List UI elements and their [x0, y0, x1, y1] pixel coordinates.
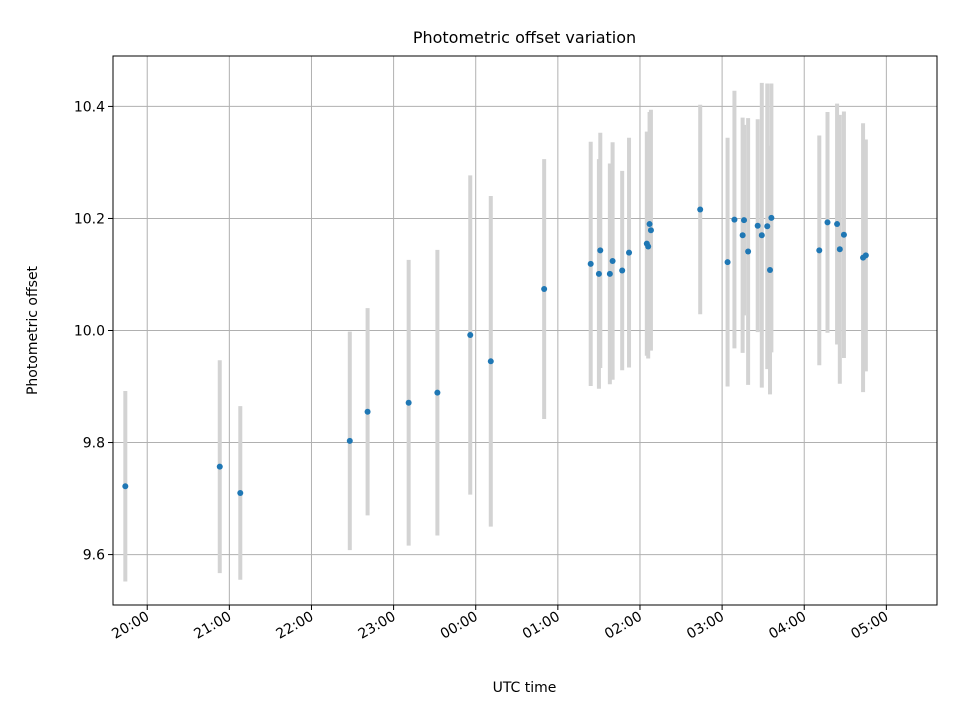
data-point — [646, 221, 653, 228]
data-point — [619, 267, 626, 274]
data-point — [840, 231, 847, 238]
data-point — [487, 358, 494, 365]
data-points — [122, 206, 869, 496]
data-point — [216, 463, 223, 470]
data-point — [609, 258, 616, 265]
data-point — [541, 286, 548, 293]
data-point — [237, 489, 244, 496]
data-point — [834, 221, 841, 228]
data-point — [862, 252, 869, 259]
data-point — [645, 243, 652, 250]
data-point — [122, 483, 129, 490]
y-tick-label: 10.0 — [74, 324, 105, 340]
data-point — [724, 259, 731, 266]
data-point — [626, 249, 633, 256]
data-point — [768, 214, 775, 221]
data-point — [758, 232, 765, 239]
y-tick-label: 10.4 — [74, 99, 105, 115]
data-point — [731, 216, 738, 223]
data-point — [767, 266, 774, 273]
data-point — [824, 219, 831, 226]
y-axis-label: Photometric offset — [25, 265, 41, 395]
data-point — [739, 232, 746, 239]
grid — [113, 56, 937, 605]
data-point — [741, 217, 748, 224]
x-axis-label: UTC time — [493, 680, 557, 696]
data-point — [606, 270, 613, 277]
data-point — [836, 246, 843, 253]
data-point — [697, 206, 704, 213]
chart-title: Photometric offset variation — [413, 28, 636, 47]
data-point — [405, 399, 412, 406]
y-tick-label: 9.6 — [83, 548, 105, 564]
data-point — [434, 389, 441, 396]
data-point — [595, 270, 602, 277]
data-point — [467, 331, 474, 338]
y-tick-label: 9.8 — [83, 436, 105, 452]
data-point — [754, 222, 761, 229]
data-point — [745, 248, 752, 255]
data-point — [597, 247, 604, 254]
data-point — [346, 437, 353, 444]
y-tick-label: 10.2 — [74, 211, 105, 227]
data-point — [647, 227, 654, 234]
data-point — [587, 260, 594, 267]
data-point — [364, 408, 371, 415]
data-point — [764, 223, 771, 230]
data-point — [816, 247, 823, 254]
